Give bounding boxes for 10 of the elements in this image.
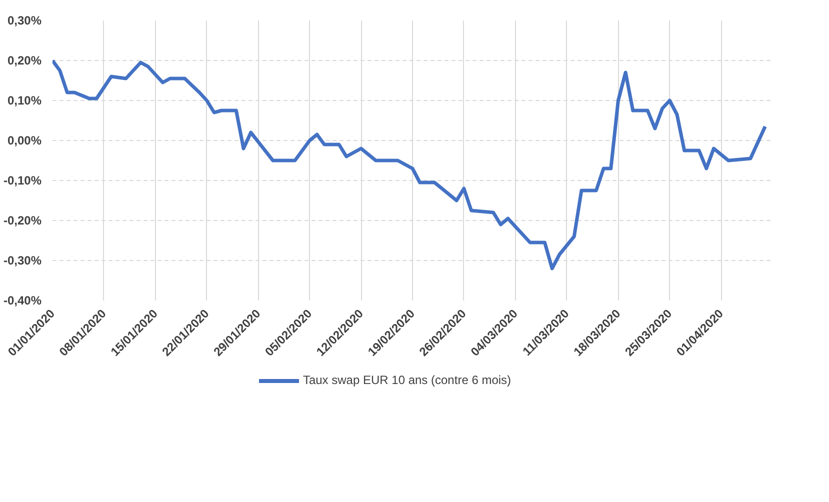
y-tick-label: -0,30%: [3, 254, 42, 268]
legend-label: Taux swap EUR 10 ans (contre 6 mois): [302, 372, 512, 390]
y-tick-label: 0,00%: [7, 134, 42, 148]
y-tick-label: -0,20%: [3, 214, 42, 228]
y-tick-label: -0,10%: [3, 174, 42, 188]
y-tick-label: 0,10%: [7, 94, 42, 108]
y-tick-label: 0,30%: [7, 14, 42, 28]
y-tick-label: 0,20%: [7, 54, 42, 68]
y-tick-label: -0,40%: [3, 294, 42, 308]
line-series: [52, 58, 767, 270]
